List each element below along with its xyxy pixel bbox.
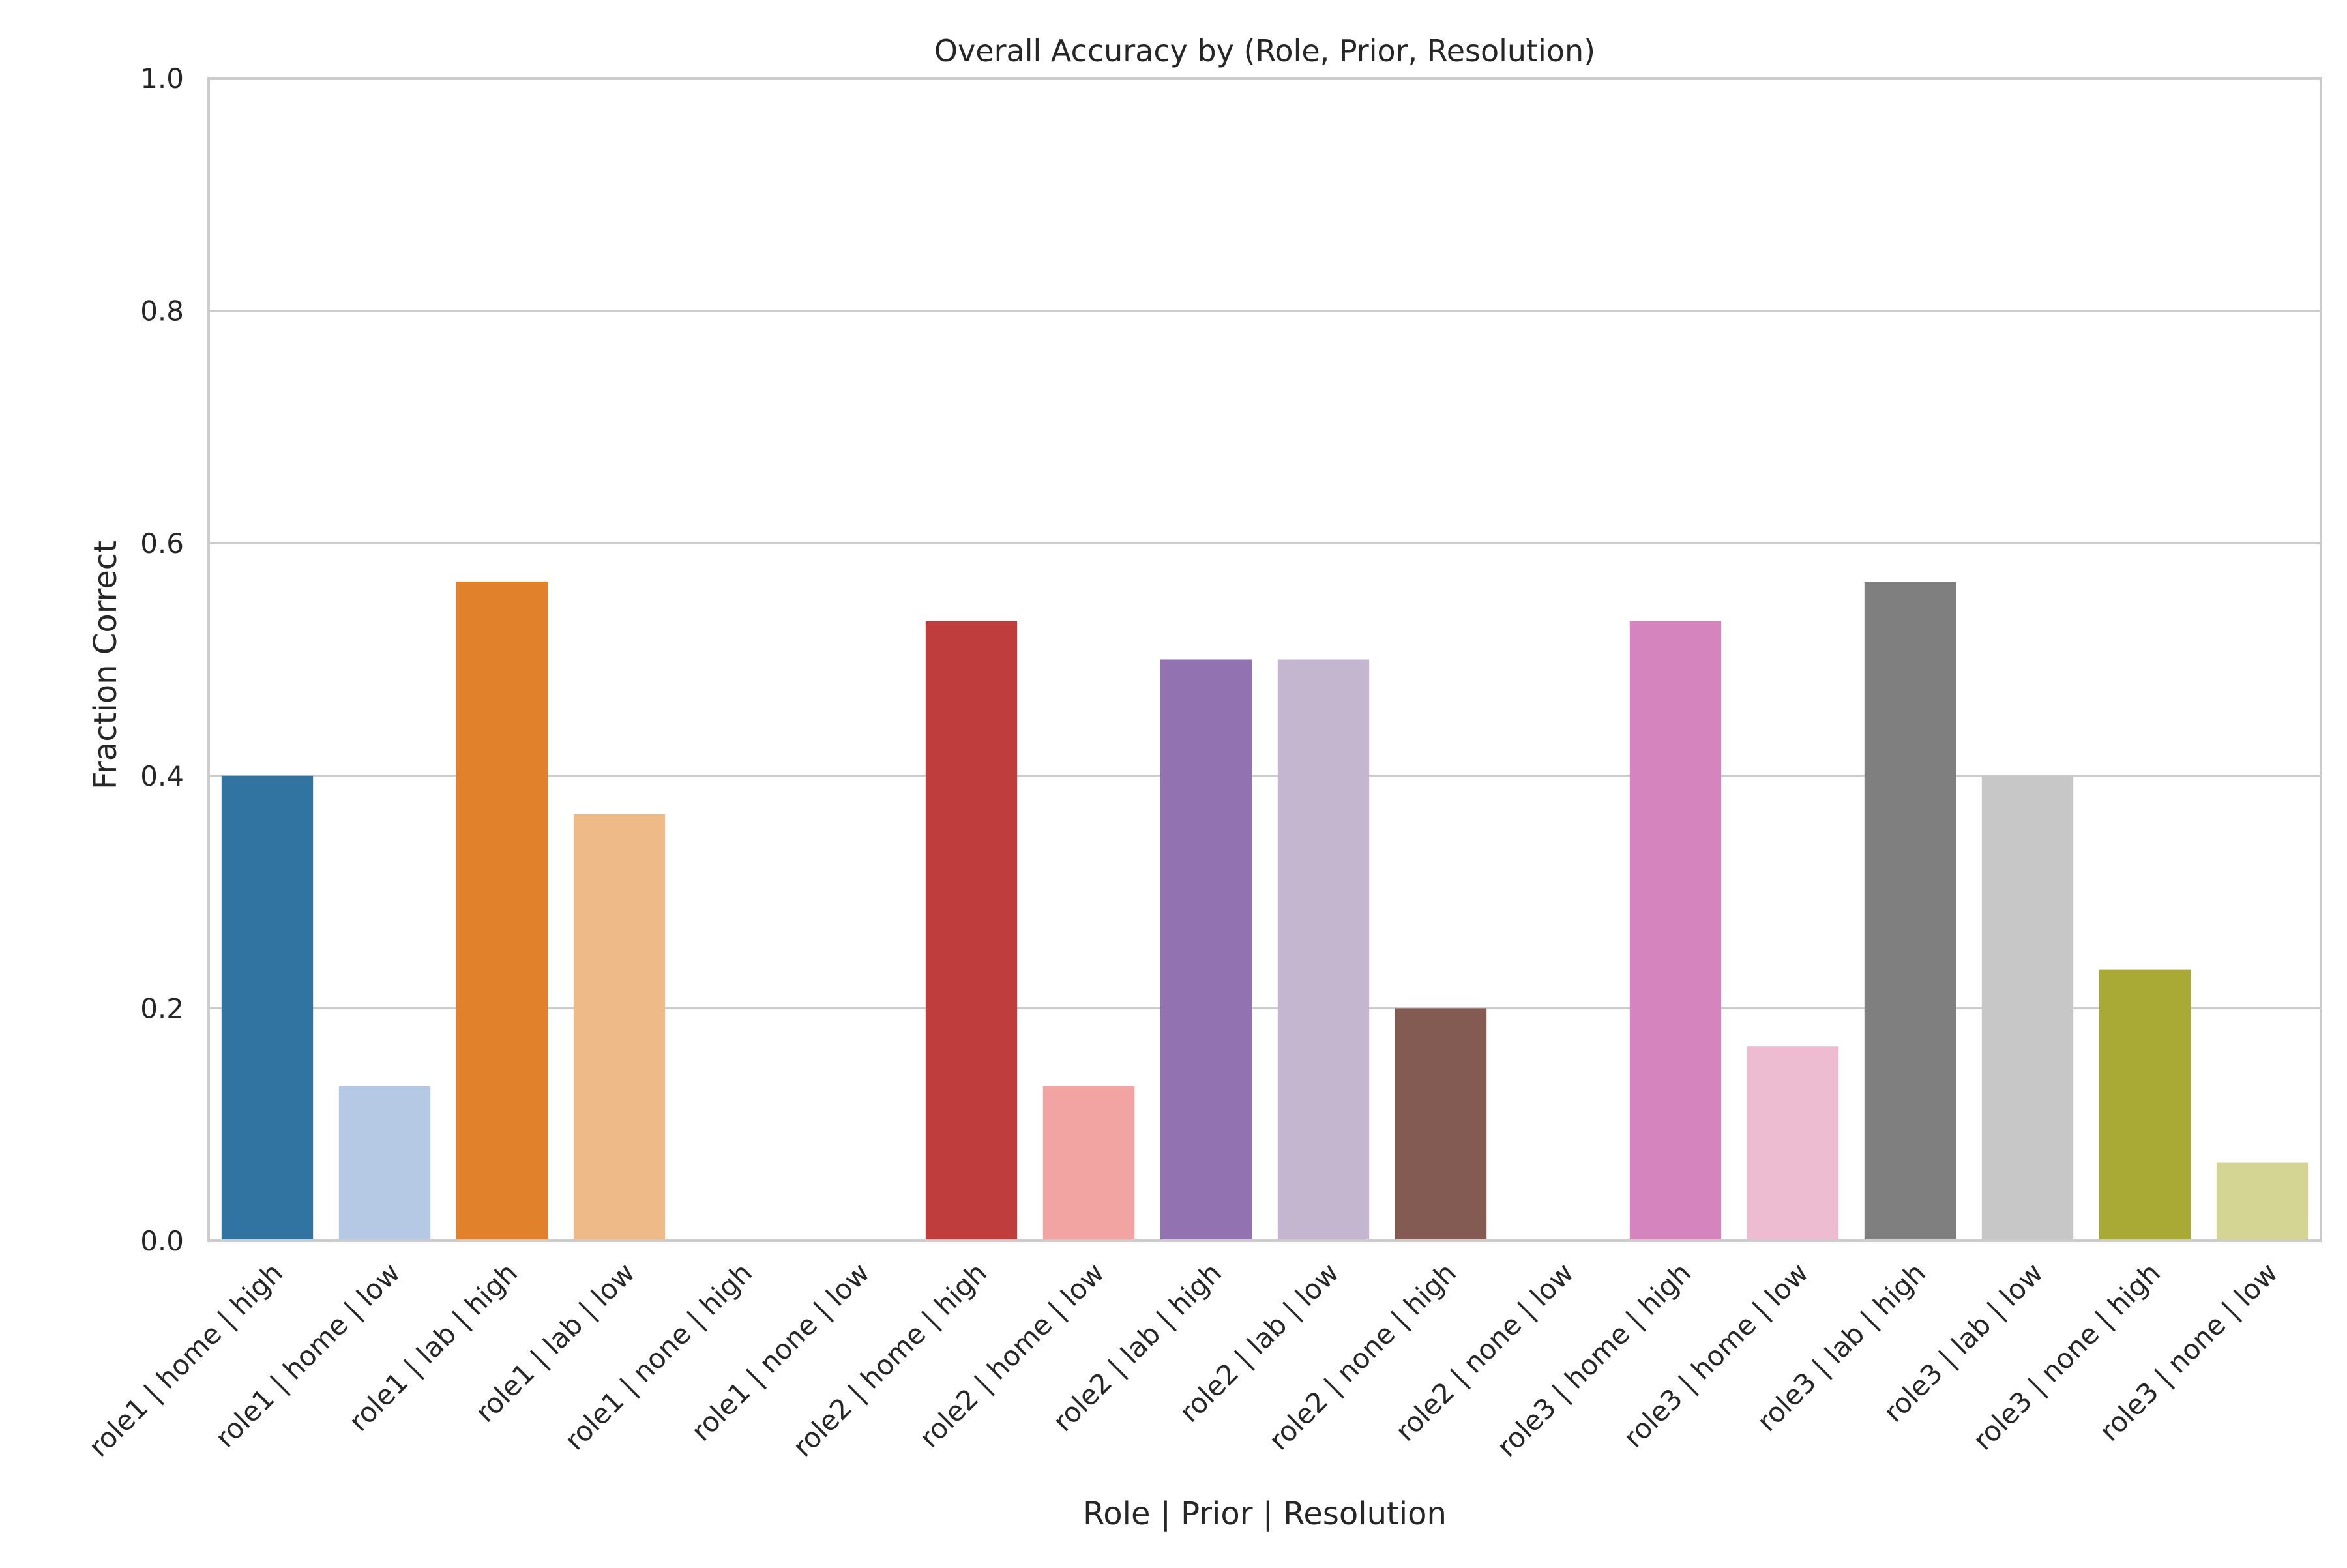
bar-3 <box>456 582 548 1241</box>
y-tick-label: 0.8 <box>140 295 184 327</box>
bar-15 <box>1864 582 1956 1241</box>
bar-4 <box>573 814 666 1241</box>
y-tick-labels: 0.0 0.2 0.4 0.6 0.8 1.0 <box>140 63 184 1257</box>
y-axis-label: Fraction Correct <box>87 540 124 790</box>
bar-1 <box>221 775 314 1241</box>
bar-14 <box>1747 1046 1839 1241</box>
y-tick-label: 0.6 <box>140 527 184 559</box>
x-axis-label: Role | Prior | Resolution <box>1083 1496 1447 1532</box>
bar-2 <box>338 1086 431 1241</box>
y-tick-label: 0.0 <box>140 1225 184 1257</box>
bar-16 <box>1981 775 2074 1241</box>
bar-8 <box>1042 1086 1135 1241</box>
bar-11 <box>1395 1008 1487 1241</box>
y-tick-label: 0.4 <box>140 760 184 792</box>
chart-title: Overall Accuracy by (Role, Prior, Resolu… <box>934 33 1595 68</box>
y-tick-label: 1.0 <box>140 63 184 95</box>
bar-10 <box>1277 659 1370 1241</box>
plot-frame <box>207 77 2322 1242</box>
bar-7 <box>925 621 1018 1241</box>
bar-13 <box>1629 621 1722 1241</box>
bar-9 <box>1160 659 1252 1241</box>
bar-17 <box>2099 969 2191 1241</box>
y-tick-label: 0.2 <box>140 992 184 1024</box>
bar-18 <box>2216 1162 2309 1241</box>
bars <box>221 582 2309 1241</box>
